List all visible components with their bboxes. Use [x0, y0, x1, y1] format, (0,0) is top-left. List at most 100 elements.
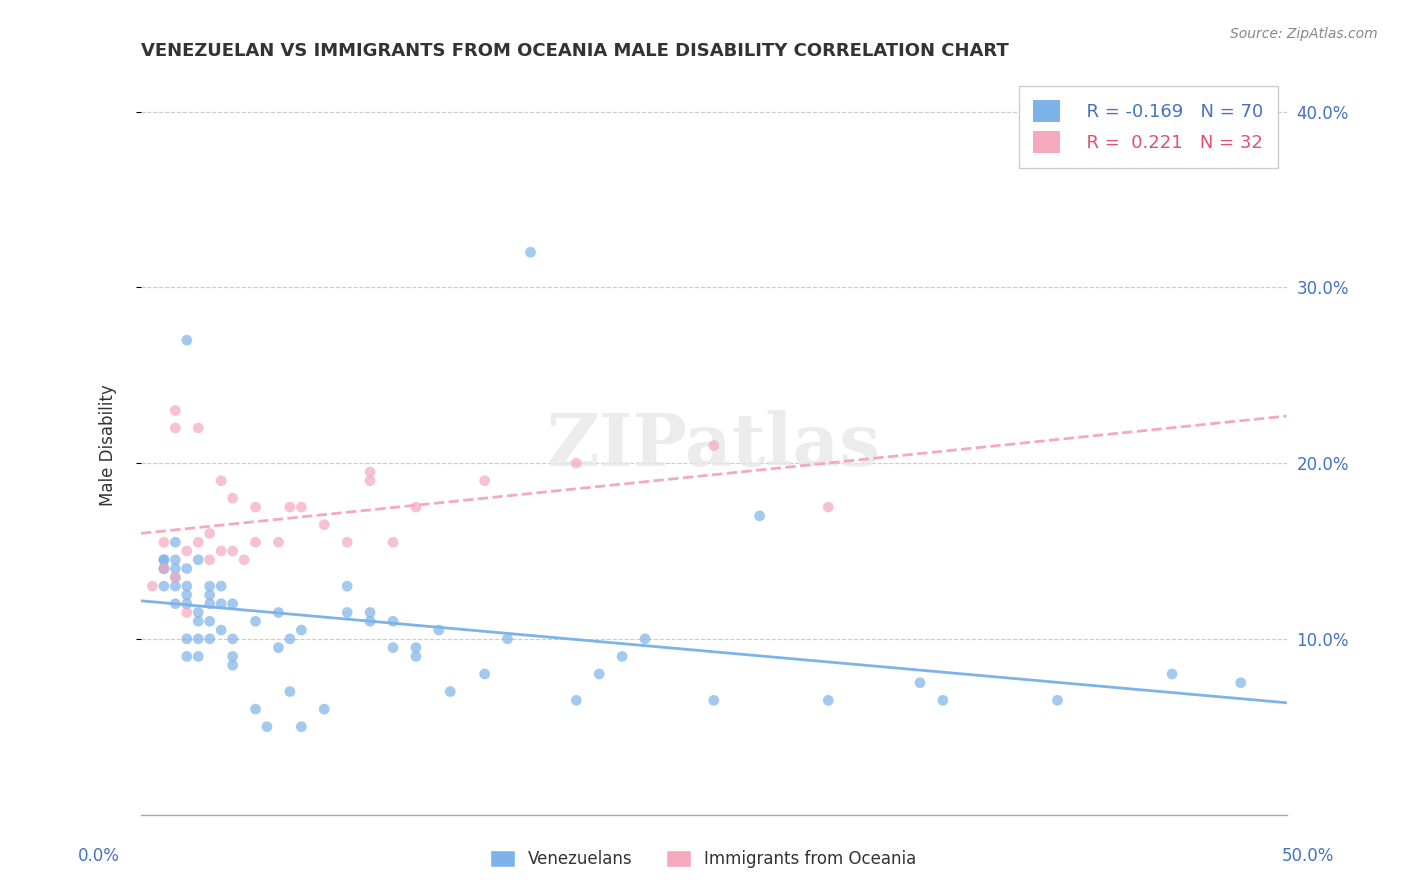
Point — [359, 606, 381, 620]
Point — [176, 606, 198, 620]
Point — [439, 684, 461, 698]
Point — [703, 439, 725, 453]
Point — [359, 474, 381, 488]
Text: 50.0%: 50.0% — [1281, 847, 1334, 865]
Point — [209, 579, 232, 593]
Point — [474, 474, 496, 488]
Point — [165, 579, 187, 593]
Point — [176, 649, 198, 664]
Point — [198, 632, 221, 646]
Point — [198, 597, 221, 611]
Point — [405, 640, 427, 655]
Point — [278, 684, 301, 698]
Text: ZIPatlas: ZIPatlas — [547, 410, 880, 481]
Point — [405, 500, 427, 514]
Point — [221, 491, 243, 506]
Legend: Venezuelans, Immigrants from Oceania: Venezuelans, Immigrants from Oceania — [482, 843, 924, 875]
Point — [176, 588, 198, 602]
Legend:   R = -0.169   N = 70,   R =  0.221   N = 32: R = -0.169 N = 70, R = 0.221 N = 32 — [1019, 86, 1278, 168]
Point — [187, 553, 209, 567]
Point — [141, 579, 163, 593]
Point — [703, 693, 725, 707]
Point — [610, 649, 633, 664]
Point — [187, 649, 209, 664]
Point — [314, 517, 336, 532]
Point — [165, 561, 187, 575]
Point — [233, 553, 256, 567]
Point — [153, 553, 176, 567]
Point — [221, 649, 243, 664]
Point — [817, 693, 839, 707]
Point — [565, 693, 588, 707]
Point — [165, 421, 187, 435]
Point — [153, 561, 176, 575]
Point — [198, 526, 221, 541]
Point — [187, 535, 209, 549]
Y-axis label: Male Disability: Male Disability — [100, 384, 117, 507]
Point — [198, 588, 221, 602]
Point — [187, 615, 209, 629]
Point — [198, 615, 221, 629]
Point — [817, 500, 839, 514]
Point — [256, 720, 278, 734]
Point — [336, 535, 359, 549]
Point — [245, 500, 267, 514]
Point — [314, 702, 336, 716]
Point — [209, 623, 232, 637]
Point — [278, 632, 301, 646]
Point — [153, 553, 176, 567]
Point — [588, 667, 610, 681]
Point — [359, 465, 381, 479]
Point — [382, 615, 405, 629]
Point — [290, 720, 312, 734]
Point — [908, 675, 931, 690]
Point — [382, 535, 405, 549]
Point — [153, 535, 176, 549]
Point — [221, 544, 243, 558]
Point — [209, 544, 232, 558]
Point — [176, 597, 198, 611]
Text: Source: ZipAtlas.com: Source: ZipAtlas.com — [1230, 27, 1378, 41]
Point — [1161, 667, 1184, 681]
Point — [278, 500, 301, 514]
Point — [187, 606, 209, 620]
Point — [290, 500, 312, 514]
Text: VENEZUELAN VS IMMIGRANTS FROM OCEANIA MALE DISABILITY CORRELATION CHART: VENEZUELAN VS IMMIGRANTS FROM OCEANIA MA… — [141, 42, 1008, 60]
Point — [153, 561, 176, 575]
Point — [748, 508, 770, 523]
Point — [267, 606, 290, 620]
Point — [198, 579, 221, 593]
Point — [153, 561, 176, 575]
Point — [474, 667, 496, 681]
Point — [405, 649, 427, 664]
Point — [336, 606, 359, 620]
Point — [187, 632, 209, 646]
Point — [359, 615, 381, 629]
Point — [245, 535, 267, 549]
Point — [565, 456, 588, 470]
Point — [165, 535, 187, 549]
Point — [267, 640, 290, 655]
Point — [176, 561, 198, 575]
Point — [336, 579, 359, 593]
Point — [176, 544, 198, 558]
Point — [427, 623, 450, 637]
Point — [290, 623, 312, 637]
Point — [176, 333, 198, 347]
Point — [221, 658, 243, 673]
Point — [496, 632, 519, 646]
Point — [519, 245, 541, 260]
Point — [176, 632, 198, 646]
Point — [209, 474, 232, 488]
Point — [634, 632, 657, 646]
Point — [932, 693, 955, 707]
Point — [267, 535, 290, 549]
Point — [165, 403, 187, 417]
Point — [209, 597, 232, 611]
Point — [221, 597, 243, 611]
Point — [1046, 693, 1069, 707]
Point — [165, 553, 187, 567]
Point — [153, 579, 176, 593]
Point — [382, 640, 405, 655]
Point — [165, 597, 187, 611]
